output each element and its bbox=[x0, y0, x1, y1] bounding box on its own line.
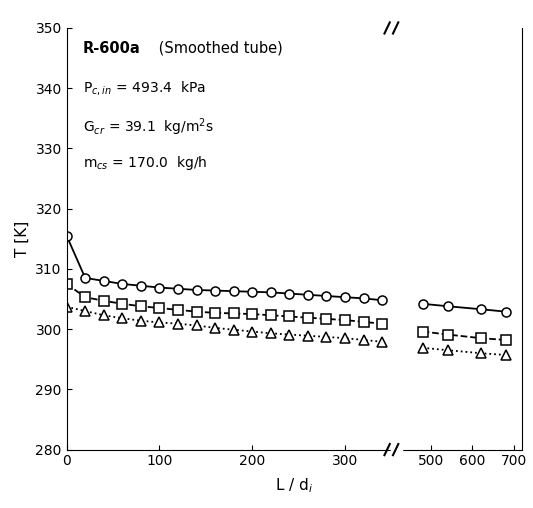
Text: P$_{c,in}$ = 493.4  kPa: P$_{c,in}$ = 493.4 kPa bbox=[83, 79, 206, 97]
Text: R-600a: R-600a bbox=[83, 41, 141, 55]
Legend: T$_{cr}$, T$_{c,wi}$, T$_{cs}$: T$_{cr}$, T$_{c,wi}$, T$_{cs}$ bbox=[432, 37, 515, 116]
Y-axis label: T [K]: T [K] bbox=[15, 220, 30, 257]
Text: L / d$_i$: L / d$_i$ bbox=[276, 477, 313, 495]
Text: G$_{cr}$ = 39.1  kg/m$^{2}$s: G$_{cr}$ = 39.1 kg/m$^{2}$s bbox=[83, 116, 214, 138]
Text: (Smoothed tube): (Smoothed tube) bbox=[155, 41, 283, 55]
Text: m$_{cs}$ = 170.0  kg/h: m$_{cs}$ = 170.0 kg/h bbox=[83, 154, 207, 172]
